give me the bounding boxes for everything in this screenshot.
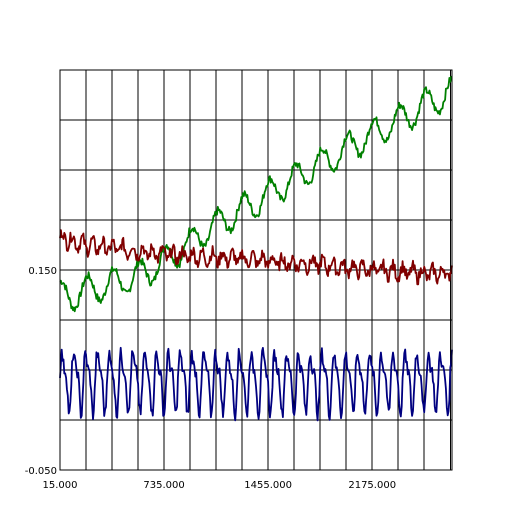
tick-labels: 15.000 735.000 1455.000 2175.000 0.150 -0.050	[25, 266, 396, 491]
series-line-1	[59, 229, 453, 286]
x-tick-label-1: 735.000	[143, 480, 184, 491]
x-tick-label-0: 15.000	[43, 480, 78, 491]
y-tick-label-0: 0.150	[28, 266, 57, 277]
series-group	[59, 75, 453, 422]
x-tick-label-2: 1455.000	[244, 480, 292, 491]
plot-frame	[59, 69, 453, 471]
y-tick-label-1: -0.050	[25, 466, 57, 477]
series-line-2	[59, 346, 453, 422]
series-line-0	[59, 75, 453, 313]
plot-border	[59, 69, 453, 471]
x-tick-label-3: 2175.000	[348, 480, 396, 491]
